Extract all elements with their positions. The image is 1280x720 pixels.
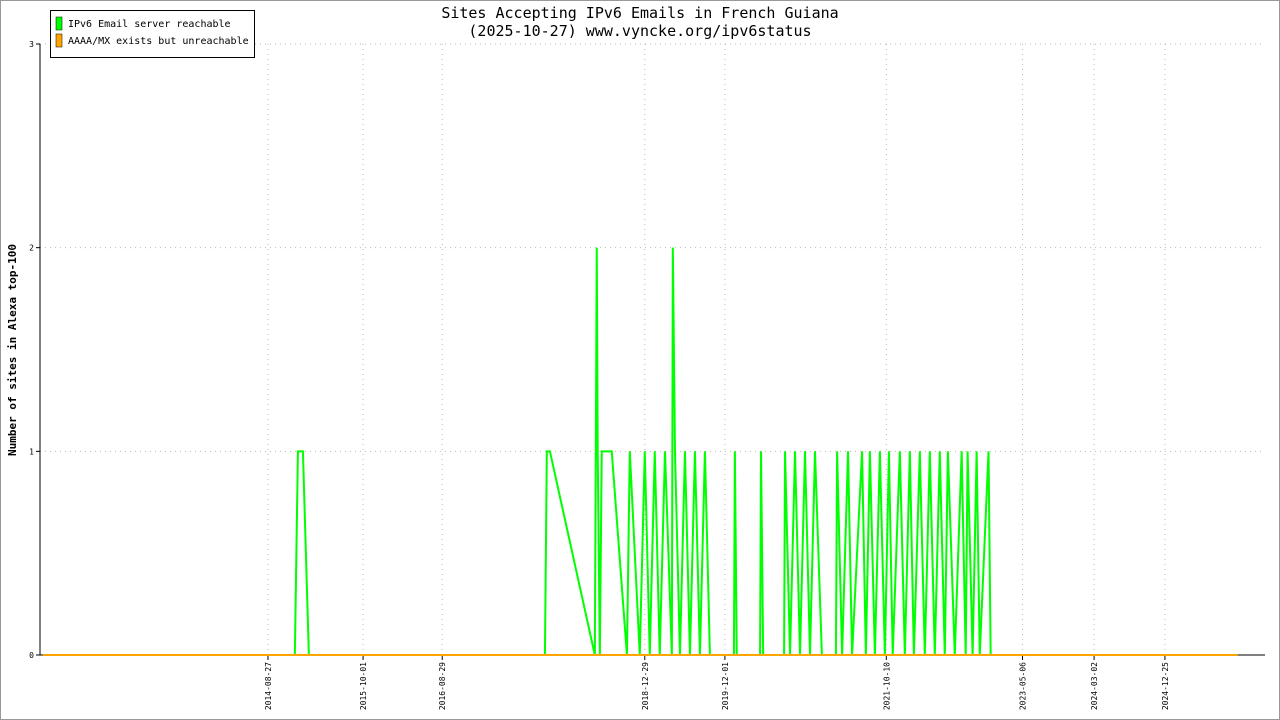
y-tick-label: 3 xyxy=(29,40,34,49)
legend-box xyxy=(50,10,255,58)
x-tick-label: 2015-10-01 xyxy=(359,662,368,710)
y-axis-label: Number of sites in Alexa top-100 xyxy=(6,244,19,456)
y-tick-label: 0 xyxy=(29,651,34,660)
legend-label: IPv6 Email server reachable xyxy=(68,19,231,30)
legend-swatch xyxy=(55,16,63,31)
x-tick-label: 2018-12-29 xyxy=(641,662,650,710)
x-tick-label: 2014-08-27 xyxy=(264,662,273,710)
x-tick-label: 2019-12-01 xyxy=(721,662,730,710)
chart-subtitle: (2025-10-27) www.vyncke.org/ipv6status xyxy=(468,22,811,40)
chart-title: Sites Accepting IPv6 Emails in French Gu… xyxy=(441,4,838,22)
y-tick-label: 1 xyxy=(29,447,34,456)
legend-swatch xyxy=(55,33,63,48)
x-tick-label: 2024-03-02 xyxy=(1090,662,1099,710)
x-tick-label: 2024-12-25 xyxy=(1161,662,1170,710)
x-tick-label: 2021-10-10 xyxy=(882,662,891,710)
y-tick-label: 2 xyxy=(29,244,34,253)
legend-label: AAAA/MX exists but unreachable xyxy=(68,36,249,47)
x-tick-label: 2016-08-29 xyxy=(438,662,447,710)
x-tick-label: 2023-05-06 xyxy=(1019,662,1028,710)
